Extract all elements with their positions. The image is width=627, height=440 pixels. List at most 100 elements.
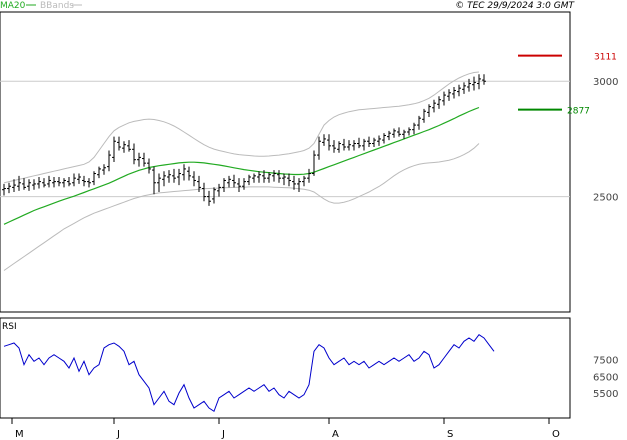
x-tick-label: O xyxy=(552,429,560,440)
rsi-y-tick-label: 7500 xyxy=(593,356,618,367)
ohlc-bar xyxy=(227,175,231,188)
ohlc-bar xyxy=(332,140,336,153)
ohlc-bar xyxy=(362,138,366,151)
ohlc-bar xyxy=(262,170,266,183)
support-level-label: 2877 xyxy=(567,107,590,117)
ohlc-bar xyxy=(322,134,326,146)
ohlc-bar xyxy=(82,175,86,187)
ohlc-bar xyxy=(182,164,186,181)
rsi-y-tick-label: 6500 xyxy=(593,372,618,383)
ohlc-bar xyxy=(102,164,106,175)
ohlc-bar xyxy=(72,173,76,187)
ma20-line xyxy=(3,106,480,225)
x-tick-label: A xyxy=(332,429,339,440)
ohlc-bar xyxy=(302,175,306,187)
ohlc-bar xyxy=(387,130,391,141)
bb-upper-line xyxy=(3,71,480,184)
ohlc-bar xyxy=(232,174,236,188)
ohlc-bar xyxy=(172,168,176,183)
ohlc-bar xyxy=(167,170,171,183)
ohlc-bar xyxy=(337,141,341,153)
ohlc-bar xyxy=(282,173,286,186)
ohlc-bar xyxy=(407,127,411,136)
ohlc-bar xyxy=(222,178,226,192)
x-tick-label: S xyxy=(447,429,453,440)
ohlc-bar xyxy=(442,91,446,106)
resistance-level-label: 3111 xyxy=(594,53,617,63)
ohlc-bar xyxy=(287,173,291,187)
rsi-y-tick-label: 5500 xyxy=(593,389,618,400)
ohlc-bar xyxy=(202,182,206,202)
ohlc-bar xyxy=(457,84,461,97)
ohlc-bar xyxy=(312,150,316,176)
ohlc-bar xyxy=(417,115,421,130)
ohlc-bar xyxy=(297,178,301,192)
ohlc-bar xyxy=(132,143,136,165)
legend-ma20-label: MA20 xyxy=(0,1,26,11)
ohlc-bar xyxy=(87,178,91,188)
ohlc-bar xyxy=(317,136,321,160)
ohlc-bar xyxy=(472,76,476,91)
ohlc-bar xyxy=(207,190,211,206)
ohlc-bar xyxy=(12,179,16,192)
ohlc-bar xyxy=(377,135,381,146)
ohlc-bar xyxy=(177,168,181,186)
price-y-tick-label: 3000 xyxy=(593,77,618,88)
ohlc-bar xyxy=(22,178,26,190)
ohlc-bar xyxy=(247,174,251,186)
ohlc-bar xyxy=(142,152,146,167)
ohlc-bar xyxy=(37,177,41,189)
ohlc-bar xyxy=(462,82,466,94)
ohlc-bar xyxy=(272,170,276,182)
ohlc-bar xyxy=(137,152,141,167)
ohlc-bar xyxy=(107,150,111,172)
ohlc-bar xyxy=(367,136,371,147)
ohlc-bar xyxy=(392,128,396,138)
ohlc-bar xyxy=(452,87,456,99)
ohlc-bar xyxy=(117,136,121,151)
ohlc-bar xyxy=(327,134,331,151)
price-panel-frame xyxy=(0,11,571,313)
ohlc-bar xyxy=(357,137,361,149)
ohlc-bar xyxy=(147,158,151,174)
ohlc-bar xyxy=(382,133,386,144)
x-tick-label: M xyxy=(15,429,24,440)
ohlc-bar xyxy=(122,141,126,153)
ohlc-bar xyxy=(67,177,71,187)
ohlc-bar xyxy=(187,166,191,181)
ohlc-bar xyxy=(32,179,36,190)
ohlc-bar xyxy=(427,104,431,117)
ohlc-bar xyxy=(77,173,81,184)
ohlc-bar xyxy=(352,140,356,151)
ohlc-bar xyxy=(292,175,296,190)
rsi-line xyxy=(3,334,495,413)
ohlc-bar xyxy=(27,179,31,191)
ohlc-bar xyxy=(242,178,246,190)
ohlc-bar xyxy=(212,187,216,204)
ohlc-bar xyxy=(307,168,311,183)
ohlc-bar xyxy=(402,129,406,139)
ohlc-bar xyxy=(437,96,441,109)
ohlc-bar xyxy=(257,171,261,183)
ohlc-bar xyxy=(112,136,116,162)
ohlc-bar xyxy=(217,183,221,197)
bb-lower-line xyxy=(3,143,480,271)
ohlc-bar xyxy=(7,182,11,194)
ohlc-bar xyxy=(97,166,101,179)
ohlc-bar xyxy=(252,173,256,183)
ohlc-bar xyxy=(52,177,56,188)
rsi-panel: RSI 7500 6500 5500 xyxy=(0,317,618,419)
rsi-panel-frame xyxy=(0,317,571,419)
ohlc-bar xyxy=(412,122,416,135)
ohlc-bar xyxy=(482,74,486,85)
ohlc-bar xyxy=(267,172,271,183)
ohlc-bar xyxy=(197,175,201,192)
ohlc-bar xyxy=(47,175,51,188)
ohlc-bar xyxy=(157,173,161,192)
ohlc-bar xyxy=(432,99,436,113)
ohlc-bar xyxy=(447,89,451,101)
price-gridlines xyxy=(0,80,570,198)
ohlc-bar xyxy=(162,171,166,187)
